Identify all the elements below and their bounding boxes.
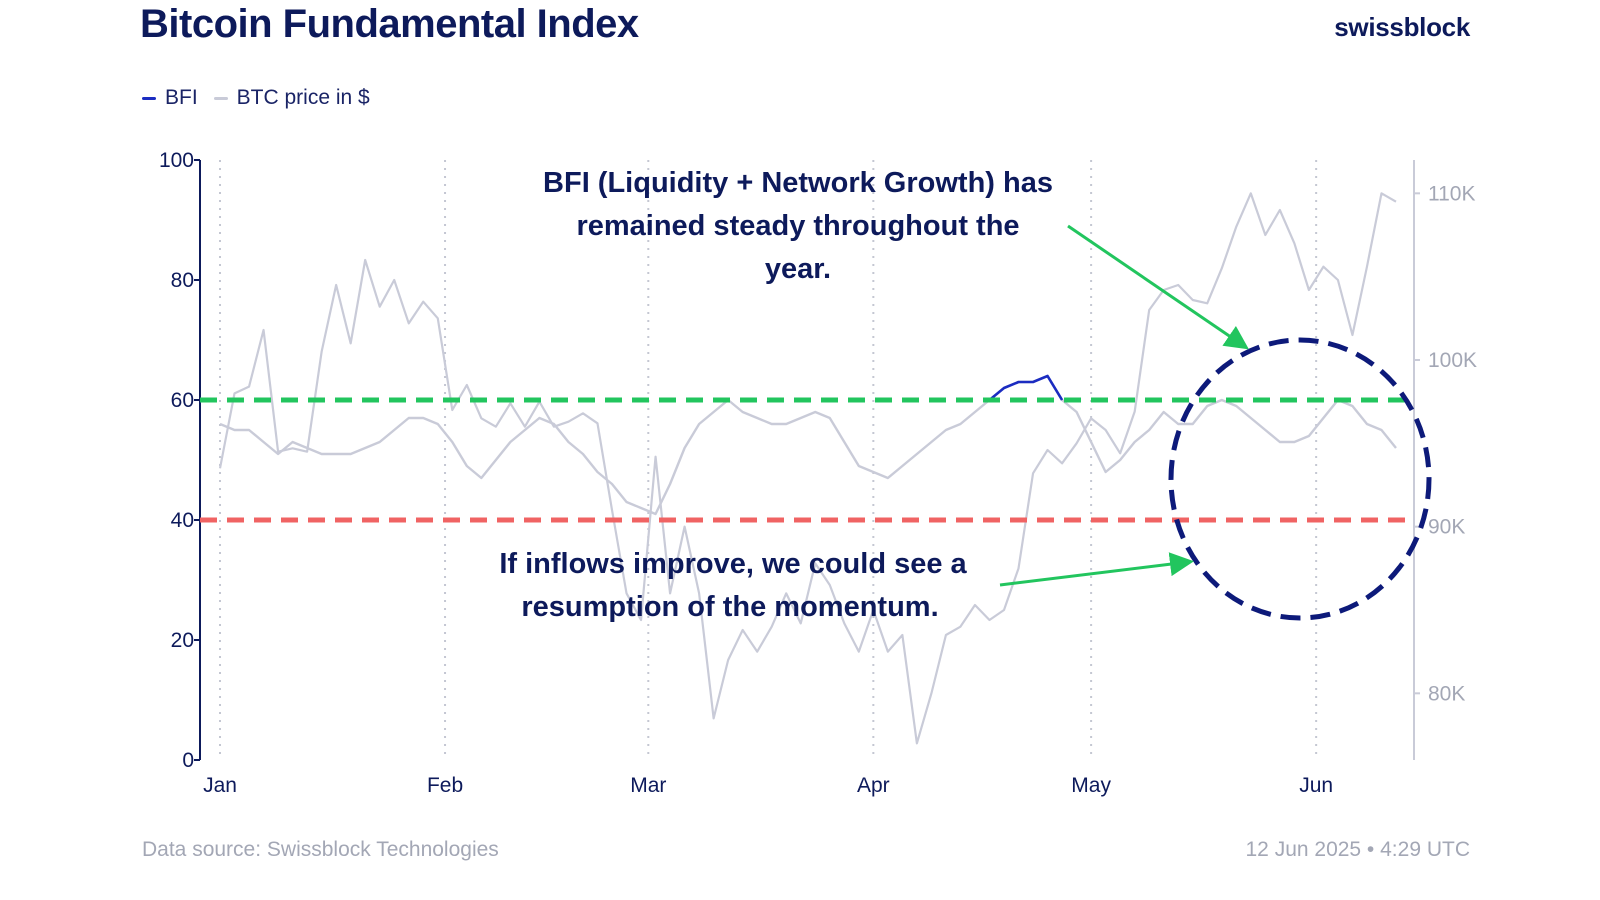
annotation-top-line-2: remained steady throughout the	[576, 210, 1019, 242]
legend-item-btc[interactable]: BTC price in $	[213, 86, 370, 110]
timestamp: 12 Jun 2025 • 4:29 UTC	[1245, 838, 1471, 861]
x-tick-label-jan: Jan	[203, 774, 237, 797]
legend: BFI BTC price in $	[142, 86, 386, 110]
grid-lines	[219, 160, 1318, 760]
x-tick-label-feb: Feb	[427, 774, 463, 797]
series-line-bfi-above-60	[988, 374, 1064, 402]
x-tick-label-may: May	[1071, 774, 1111, 797]
threshold-lines	[200, 397, 1412, 523]
brand-logo: swissblock	[1334, 12, 1470, 42]
legend-item-bfi[interactable]: BFI	[142, 86, 198, 110]
chart-title: Bitcoin Fundamental Index	[140, 2, 639, 46]
y-tick-label-left: 20	[171, 629, 194, 652]
y-tick-label-left: 60	[171, 389, 194, 412]
highlight-circle	[1168, 337, 1432, 621]
annotation-bottom-line-1: If inflows improve, we could see a	[499, 548, 967, 580]
y-tick-label-left: 40	[171, 509, 194, 532]
y-tick-label-right: 100K	[1428, 349, 1477, 372]
y-tick-label-left: 80	[171, 269, 194, 292]
x-tick-label-mar: Mar	[630, 774, 666, 797]
data-source: Data source: Swissblock Technologies	[142, 838, 499, 861]
annotation-top-line-1: BFI (Liquidity + Network Growth) has	[543, 167, 1053, 199]
annotation-top-line-3: year.	[765, 253, 831, 285]
legend-label-btc: BTC price in $	[236, 86, 370, 109]
annotation-bottom-line-2: resumption of the momentum.	[521, 591, 938, 623]
legend-label-bfi: BFI	[165, 86, 198, 109]
y-tick-label-right: 80K	[1428, 682, 1465, 705]
highlight-overlay	[999, 224, 1432, 621]
series-lines	[218, 192, 1397, 745]
annotation-arrow-top	[1067, 224, 1249, 350]
x-tick-label-apr: Apr	[857, 774, 890, 797]
y-tick-label-right: 110K	[1428, 182, 1476, 205]
y-tick-label-left: 100	[159, 149, 194, 172]
series-line-btc-price	[218, 192, 1397, 745]
axes: Jan Feb Mar Apr May Jun 0 20 40 60 80 100 80K 90K 100K…	[159, 149, 1477, 797]
y-tick-label-left: 0	[182, 749, 194, 772]
series-line-bfi	[219, 374, 1397, 516]
x-tick-label-jun: Jun	[1299, 774, 1333, 797]
annotations: BFI (Liquidity + Network Growth) has rem…	[499, 167, 1053, 623]
annotation-arrow-bottom	[999, 552, 1194, 587]
legend-swatch-bfi	[142, 96, 156, 100]
y-tick-label-right: 90K	[1428, 516, 1465, 539]
legend-swatch-btc	[213, 96, 228, 100]
